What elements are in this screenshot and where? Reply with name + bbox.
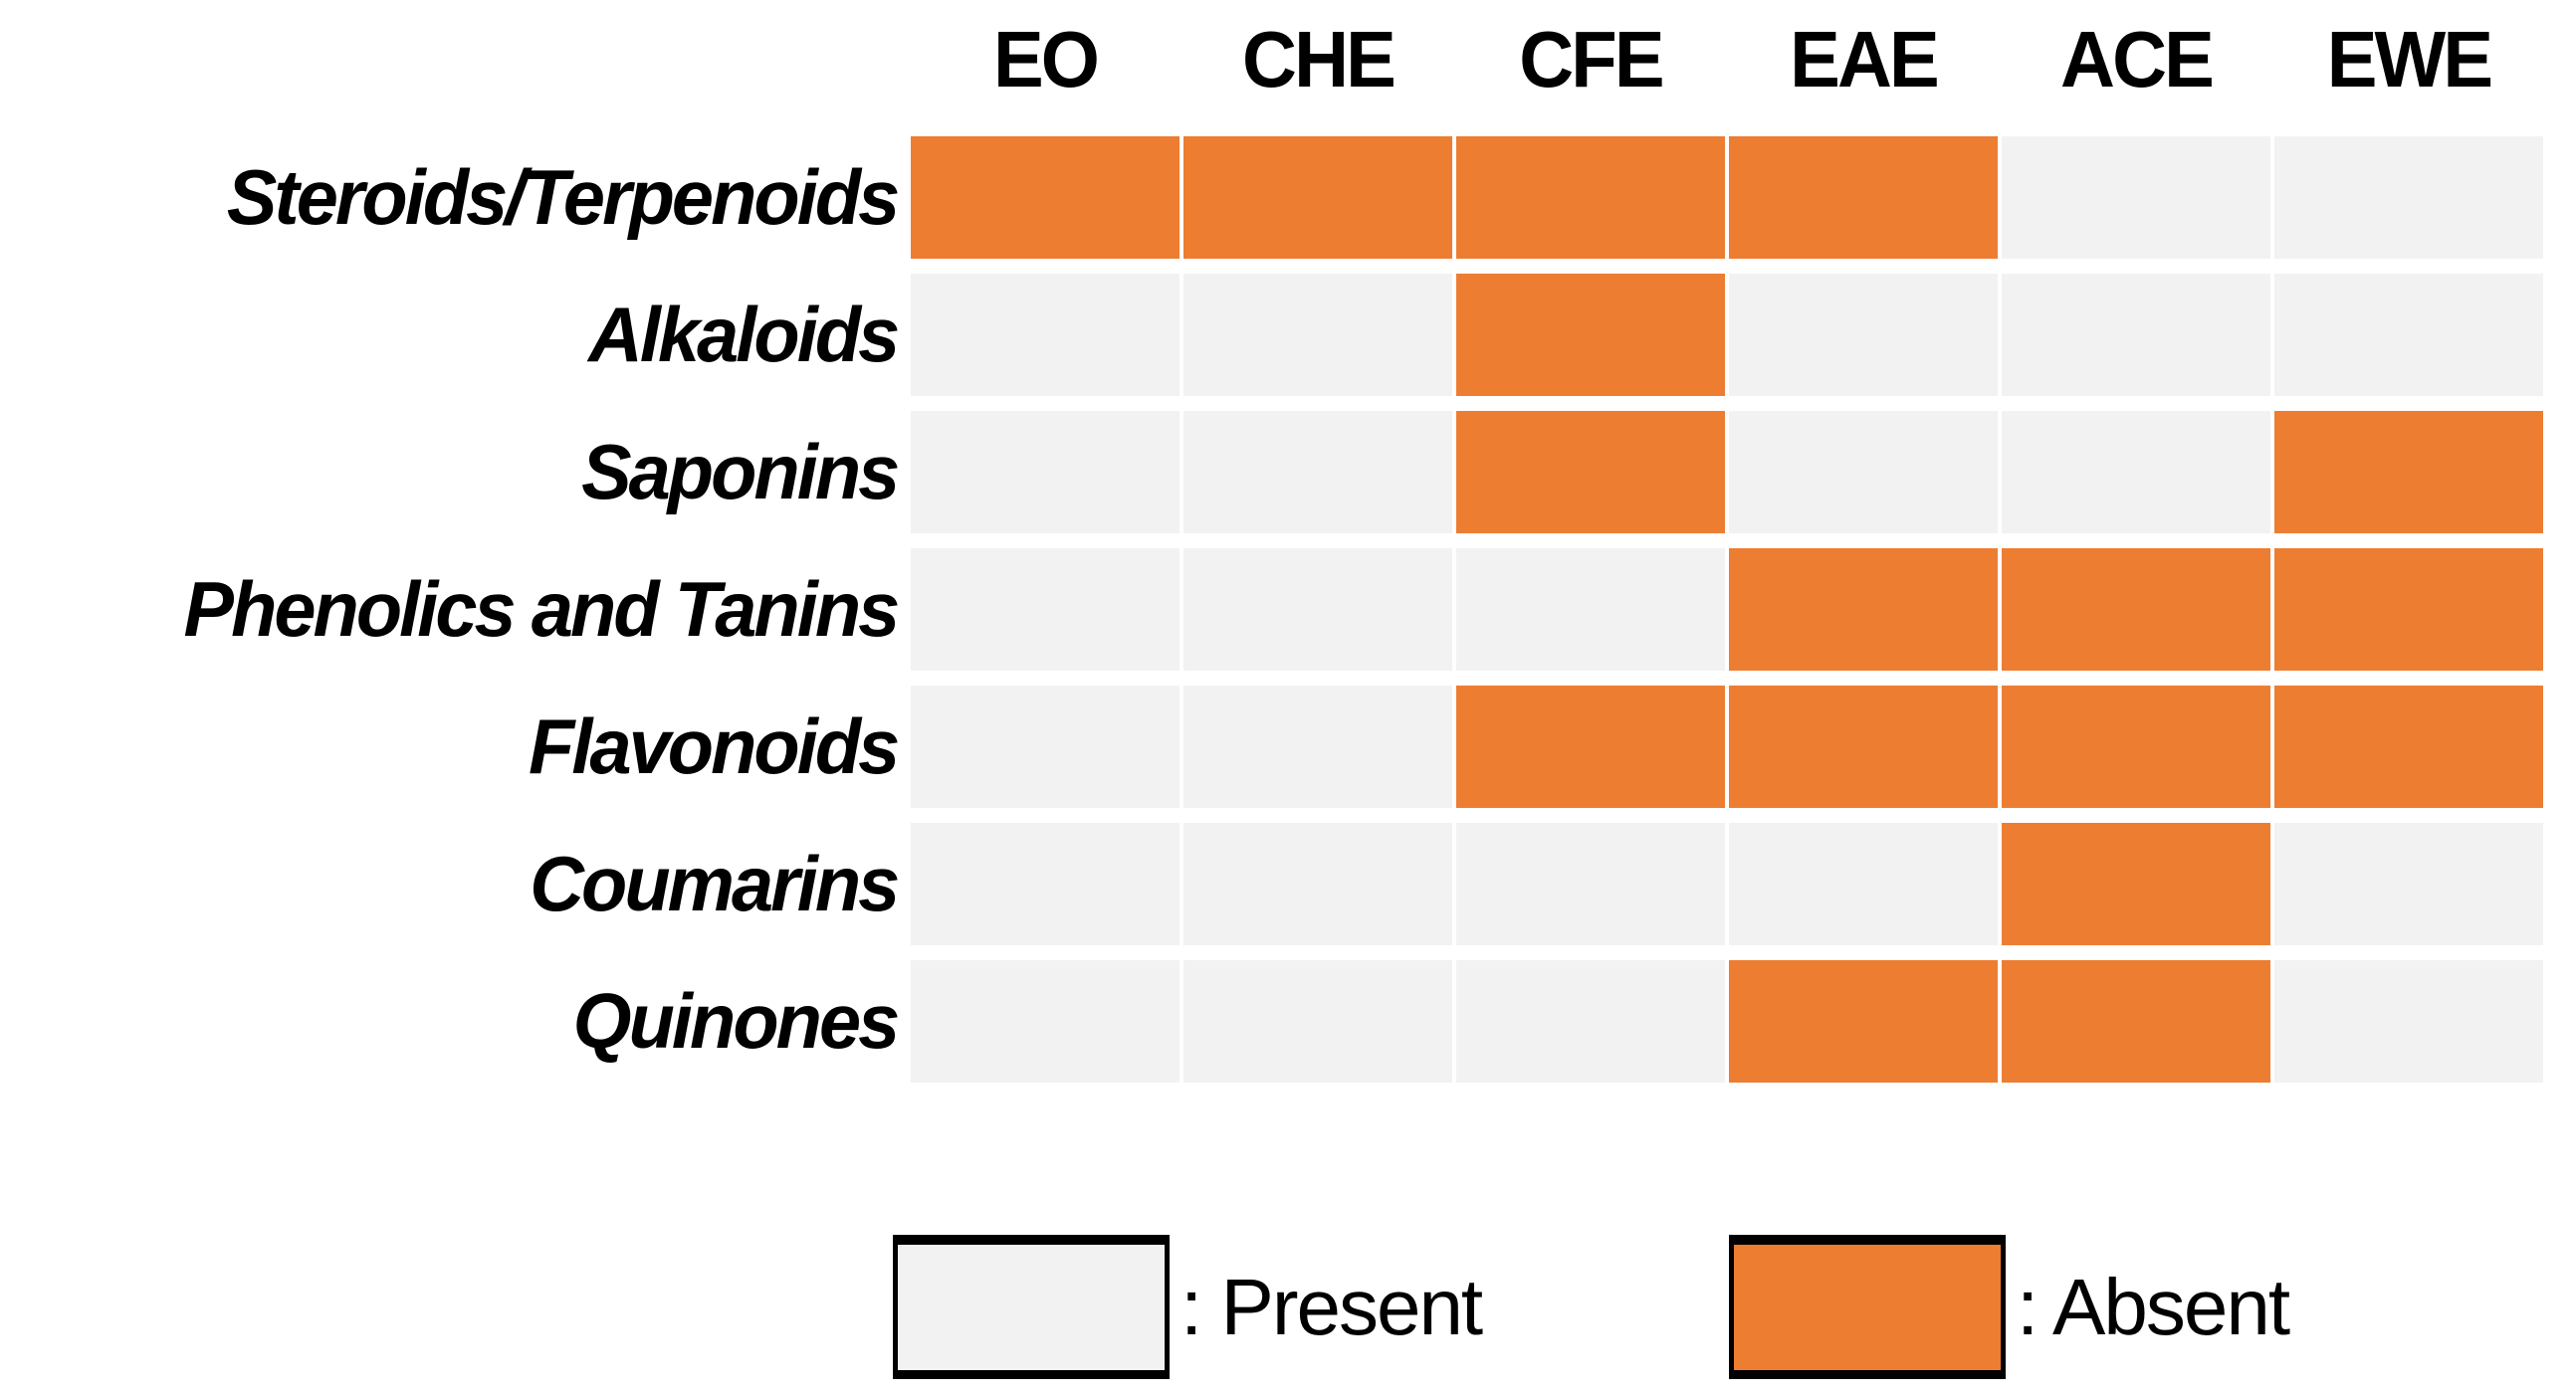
cell-flavonoids-che <box>1183 686 1452 808</box>
legend-label-present: : Present <box>1181 1262 1483 1351</box>
cell-saponins-ace <box>2002 411 2270 533</box>
column-header-eo: EO <box>992 15 1100 103</box>
heatmap-grid: EO CHE CFE EAE ACE EWE Steroids/Terpenoids Alka… <box>0 12 2543 1083</box>
cell-quinones-ewe <box>2274 960 2543 1083</box>
cell-steroids-terpenoids-ace <box>2002 136 2270 259</box>
cell-steroids-terpenoids-cfe <box>1456 136 1725 259</box>
cell-coumarins-cfe <box>1456 823 1725 945</box>
cell-phenolics-and-tanins-cfe <box>1456 548 1725 671</box>
cell-saponins-ewe <box>2274 411 2543 533</box>
cell-flavonoids-ewe <box>2274 686 2543 808</box>
row-label-phenolics-and-tanins: Phenolics and Tanins <box>183 565 901 653</box>
cell-flavonoids-cfe <box>1456 686 1725 808</box>
column-header-ewe: EWE <box>2326 15 2493 103</box>
cell-steroids-terpenoids-eo <box>911 136 1180 259</box>
cell-alkaloids-eo <box>911 274 1180 396</box>
cell-quinones-ace <box>2002 960 2270 1083</box>
cell-steroids-terpenoids-eae <box>1729 136 1998 259</box>
row-label-alkaloids: Alkaloids <box>588 291 900 378</box>
cell-coumarins-ewe <box>2274 823 2543 945</box>
cell-alkaloids-che <box>1183 274 1452 396</box>
grid-corner-spacer <box>0 12 907 121</box>
cell-alkaloids-ace <box>2002 274 2270 396</box>
column-header-eae: EAE <box>1790 15 1940 103</box>
row-label-steroids-terpenoids: Steroids/Terpenoids <box>226 153 900 241</box>
row-label-saponins: Saponins <box>581 428 900 515</box>
legend-swatch-present <box>893 1235 1170 1379</box>
row-label-coumarins: Coumarins <box>530 840 900 927</box>
row-label-flavonoids: Flavonoids <box>529 702 900 790</box>
cell-phenolics-and-tanins-eae <box>1729 548 1998 671</box>
column-header-cfe: CFE <box>1519 15 1664 103</box>
row-label-quinones: Quinones <box>572 977 901 1065</box>
column-header-ace: ACE <box>2060 15 2215 103</box>
cell-flavonoids-ace <box>2002 686 2270 808</box>
cell-phenolics-and-tanins-ewe <box>2274 548 2543 671</box>
column-header-che: CHE <box>1242 15 1396 103</box>
cell-phenolics-and-tanins-eo <box>911 548 1180 671</box>
cell-coumarins-che <box>1183 823 1452 945</box>
cell-coumarins-eae <box>1729 823 1998 945</box>
cell-steroids-terpenoids-che <box>1183 136 1452 259</box>
cell-saponins-che <box>1183 411 1452 533</box>
cell-phenolics-and-tanins-ace <box>2002 548 2270 671</box>
cell-alkaloids-ewe <box>2274 274 2543 396</box>
cell-alkaloids-cfe <box>1456 274 1725 396</box>
cell-steroids-terpenoids-ewe <box>2274 136 2543 259</box>
cell-quinones-eae <box>1729 960 1998 1083</box>
cell-quinones-eo <box>911 960 1180 1083</box>
cell-phenolics-and-tanins-che <box>1183 548 1452 671</box>
cell-saponins-cfe <box>1456 411 1725 533</box>
cell-saponins-eo <box>911 411 1180 533</box>
cell-flavonoids-eae <box>1729 686 1998 808</box>
cell-quinones-che <box>1183 960 1452 1083</box>
cell-flavonoids-eo <box>911 686 1180 808</box>
cell-coumarins-ace <box>2002 823 2270 945</box>
cell-coumarins-eo <box>911 823 1180 945</box>
cell-saponins-eae <box>1729 411 1998 533</box>
cell-alkaloids-eae <box>1729 274 1998 396</box>
cell-quinones-cfe <box>1456 960 1725 1083</box>
legend-swatch-absent <box>1729 1235 2006 1379</box>
legend-label-absent: : Absent <box>2017 1262 2290 1351</box>
